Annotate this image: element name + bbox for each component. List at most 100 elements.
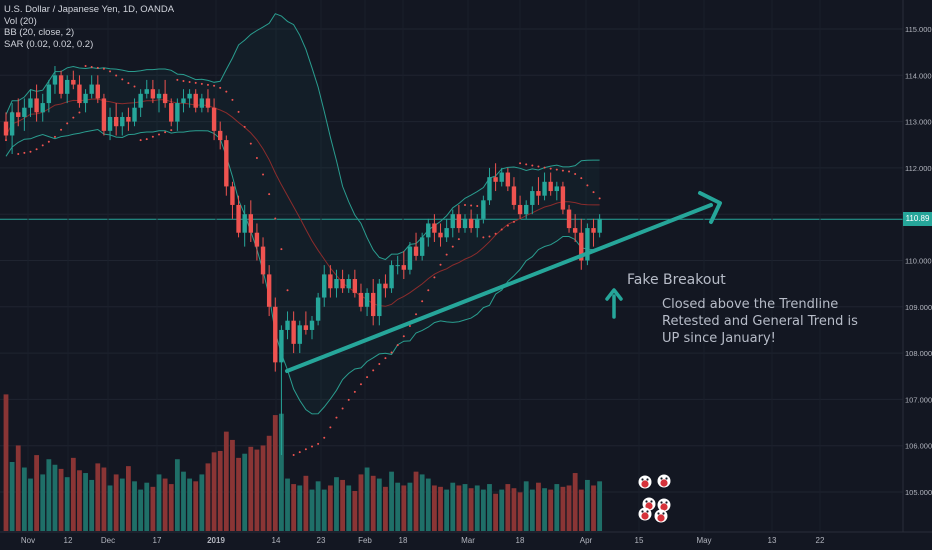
volume-indicator-label[interactable]: Vol (20) [4,15,37,27]
sar-dot [366,376,369,379]
bollinger-lower [5,128,600,415]
candle-body [530,191,535,205]
candle-body [475,218,480,229]
candle-body [187,93,192,99]
bollinger-indicator-label[interactable]: BB (20, close, 2) [4,27,75,38]
candle-body [315,297,321,321]
price-tick-label: 108.000 [905,349,932,358]
volume-bar [480,489,486,531]
volume-bar [303,475,309,531]
sar-dot [525,163,528,166]
candle-body [89,84,94,94]
symbol-title[interactable]: U.S. Dollar / Japanese Yen, 1D, OANDA [4,4,175,15]
sar-dot [482,236,485,239]
time-tick-label: Feb [358,536,372,545]
candle-body [65,79,70,94]
candle-body [322,274,327,298]
sar-dot [347,398,350,401]
price-tick-label: 109.000 [905,303,932,312]
sar-dot [408,325,411,328]
sar-dot [396,344,399,347]
volume-bar [566,485,572,531]
sar-dot [231,98,234,101]
volume-bar [58,468,64,531]
sar-dot [292,453,295,456]
candle-body [169,103,174,122]
candle-body [340,279,345,289]
sar-dot [311,445,313,448]
candle-body [468,218,474,229]
sar-dot [561,169,564,172]
sticker-mouth [641,512,649,520]
candle-body [181,98,186,104]
sar-dot [200,82,203,85]
candle-body [444,228,449,238]
volume-bar [572,473,578,531]
trendline-arrow[interactable] [285,191,722,373]
volume-bar [542,488,547,531]
volume-bars [3,394,603,531]
price-axis[interactable]: 115.000114.000113.000112.000111.000110.0… [902,0,932,550]
volume-bar [370,475,376,531]
candle-body [438,232,443,238]
volume-bar [413,471,419,531]
sar-dot [158,133,160,136]
sar-dot [574,173,577,176]
volume-bar [113,474,119,531]
candle-body [266,274,272,307]
sar-dot [17,153,20,156]
candle-body [432,223,437,233]
candle-body [389,265,394,289]
volume-bar [389,471,394,531]
volume-bar [352,490,358,531]
sar-dot [470,204,473,207]
volume-bar [260,445,266,531]
candle-body [426,223,431,238]
candle-body [505,172,511,187]
sar-dot [506,224,509,227]
sar-dot [353,390,356,393]
volume-bar [376,478,382,531]
time-axis[interactable]: Nov 12 Dec 17 2019 14 23 Feb 18 Mar 18 Apr 15 May 13 22 [0,531,932,550]
time-tick-label: 13 [768,536,777,545]
candle-body [493,177,498,182]
sar-dot [23,151,26,154]
candle-body [236,204,241,233]
volume-bar [401,485,407,531]
volume-bar [132,481,137,531]
sar-dot [402,335,405,338]
volume-bar [456,485,462,531]
candle-body [597,218,602,233]
sar-dot [151,135,154,138]
sar-dot [145,138,148,141]
volume-bar [444,489,450,531]
candle-body [260,246,266,275]
candle-body [40,103,45,113]
volume-bar [315,481,321,531]
sar-dot [121,78,124,81]
volume-bar [597,481,603,531]
volume-bar [77,470,82,531]
volume-bar [193,481,199,531]
volume-bar [242,453,248,531]
sar-dot [378,363,381,366]
time-tick-label: 23 [317,536,326,545]
candle-body [450,214,455,229]
candle-body [28,98,33,108]
candle-body [52,75,58,85]
price-tick-label: 115.000 [905,25,932,34]
volume-bar [383,486,388,531]
candle-body [524,204,529,215]
sar-dot [188,80,191,83]
sar-dot [286,289,289,292]
volume-bar [46,459,52,531]
sar-indicator-label[interactable]: SAR (0.02, 0.02, 0.2) [4,38,94,50]
sar-dot [476,205,479,208]
candle-body [224,140,229,187]
volume-bar [450,482,456,531]
volume-bar [364,467,370,531]
candle-body [328,274,333,289]
candle-body [156,93,162,99]
sar-dot [262,173,265,176]
